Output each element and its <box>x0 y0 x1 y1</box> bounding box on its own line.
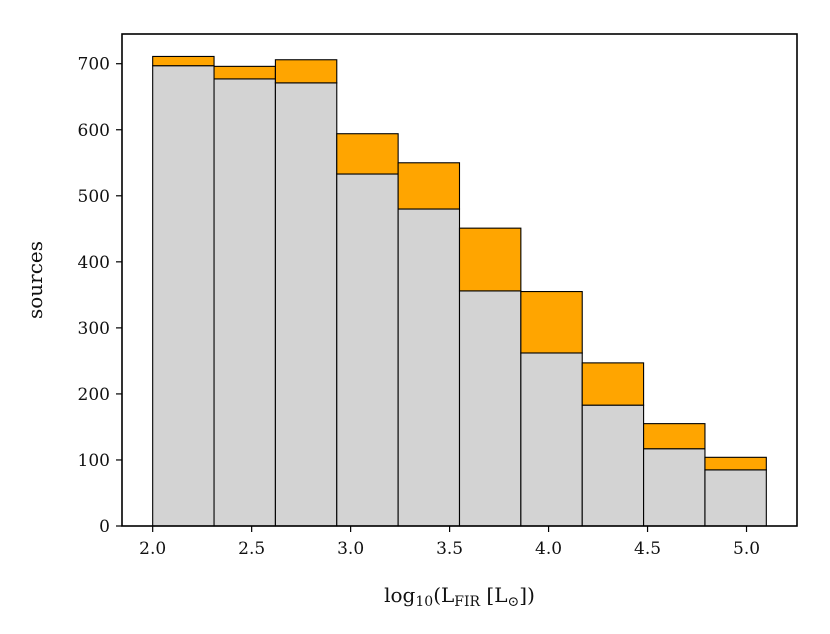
gray-bar-0 <box>152 65 215 527</box>
ticks-layer: 2.0 2.5 3.0 3.5 4.0 4.5 5.0 0 100 200 300 400 500 600… <box>78 55 761 559</box>
orange-bar-6 <box>520 291 583 354</box>
gray-bar-1 <box>213 78 276 527</box>
bars-layer <box>152 55 767 527</box>
y-tick-label: 300 <box>78 319 110 339</box>
x-tick-label: 4.0 <box>535 539 562 559</box>
y-tick-label: 0 <box>99 517 110 537</box>
orange-bar-5 <box>458 227 522 292</box>
gray-bar-2 <box>274 82 338 527</box>
y-axis-label: sources <box>23 241 47 319</box>
orange-bar-2 <box>274 59 338 84</box>
y-tick-label: 200 <box>78 385 110 405</box>
x-tick-label: 5.0 <box>733 539 760 559</box>
x-tick-label: 3.0 <box>337 539 364 559</box>
y-tick-label: 100 <box>78 451 110 471</box>
x-axis-label: log10(LFIR [L⊙]) <box>384 583 535 610</box>
gray-bar-6 <box>520 352 583 527</box>
x-tick-label: 3.5 <box>436 539 463 559</box>
y-tick-label: 700 <box>78 55 110 75</box>
gray-bar-4 <box>397 208 461 527</box>
plot-frame <box>121 33 798 527</box>
y-tick-label: 500 <box>78 187 110 207</box>
gray-bar-5 <box>458 290 522 527</box>
orange-bar-0 <box>152 55 215 67</box>
gray-bar-9 <box>704 469 767 527</box>
x-tick-label: 2.0 <box>139 539 166 559</box>
orange-bar-7 <box>581 362 645 406</box>
gray-bar-7 <box>581 404 645 527</box>
gray-bar-3 <box>336 173 399 527</box>
orange-bar-3 <box>336 133 399 175</box>
orange-bar-8 <box>643 423 706 450</box>
y-tick-label: 600 <box>78 121 110 141</box>
orange-bar-9 <box>704 456 767 471</box>
y-tick-label: 400 <box>78 253 110 273</box>
gray-bar-8 <box>643 448 706 527</box>
x-tick-label: 4.5 <box>634 539 661 559</box>
orange-bar-1 <box>213 65 276 80</box>
orange-bar-4 <box>397 162 461 210</box>
x-tick-label: 2.5 <box>238 539 265 559</box>
